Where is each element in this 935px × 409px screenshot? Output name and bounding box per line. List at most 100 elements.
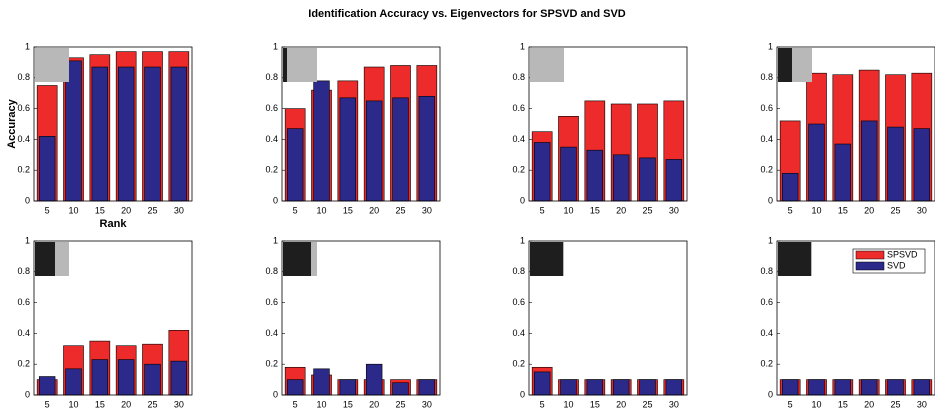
x-tick-label: 20: [616, 205, 626, 215]
x-tick-label: 30: [174, 399, 184, 409]
x-tick-label: 15: [838, 399, 848, 409]
x-tick-label: 15: [343, 205, 353, 215]
figure-title: Identification Accuracy vs. Eigenvectors…: [308, 8, 626, 20]
x-tick-label: 15: [590, 399, 600, 409]
x-tick-label: 25: [890, 205, 900, 215]
bar: [393, 383, 409, 395]
y-tick-label: 0.6: [17, 297, 30, 307]
y-tick-label: 0: [768, 195, 773, 205]
x-tick-label: 10: [316, 399, 326, 409]
x-tick-label: 25: [642, 399, 652, 409]
y-tick-label: 0.4: [265, 328, 278, 338]
y-tick-label: 0.4: [760, 134, 773, 144]
bar: [782, 173, 798, 201]
figure: Identification Accuracy vs. Eigenvectors…: [0, 0, 935, 409]
thumbnail-face: [287, 48, 317, 82]
bar: [613, 380, 629, 395]
y-tick-label: 0.8: [760, 266, 773, 276]
y-tick-label: 0.4: [512, 328, 525, 338]
y-tick-label: 1: [273, 235, 278, 245]
y-tick-label: 0.2: [265, 165, 278, 175]
bar: [534, 142, 550, 201]
bar: [366, 101, 382, 201]
x-tick-label: 5: [540, 205, 545, 215]
x-tick-label: 5: [45, 399, 50, 409]
x-axis-label: Rank: [100, 218, 128, 230]
bar: [914, 129, 930, 201]
y-tick-label: 0.2: [265, 359, 278, 369]
x-tick-label: 30: [917, 205, 927, 215]
x-tick-label: 30: [669, 205, 679, 215]
bar: [835, 144, 851, 201]
bar: [92, 360, 108, 395]
x-tick-label: 25: [147, 399, 157, 409]
y-tick-label: 0: [520, 195, 525, 205]
y-tick-label: 0.2: [760, 359, 773, 369]
x-tick-label: 15: [343, 399, 353, 409]
x-tick-label: 15: [95, 205, 105, 215]
bar: [809, 124, 825, 201]
x-tick-label: 10: [811, 205, 821, 215]
x-tick-label: 20: [369, 399, 379, 409]
bar: [782, 380, 798, 395]
y-tick-label: 1: [25, 41, 30, 51]
bar: [287, 129, 303, 201]
bar: [92, 67, 108, 201]
y-tick-label: 0: [273, 389, 278, 399]
y-tick-label: 0.6: [512, 297, 525, 307]
bar: [118, 360, 134, 395]
y-tick-label: 0: [25, 195, 30, 205]
legend-swatch: [856, 262, 884, 270]
thumbnail-face: [530, 48, 564, 82]
x-tick-label: 10: [68, 399, 78, 409]
bar: [39, 377, 55, 395]
y-tick-label: 0.8: [265, 266, 278, 276]
x-tick-label: 10: [68, 205, 78, 215]
x-tick-label: 10: [811, 399, 821, 409]
bar: [419, 96, 435, 201]
y-tick-label: 0: [768, 389, 773, 399]
bar: [809, 380, 825, 395]
y-tick-label: 0.8: [265, 72, 278, 82]
thumbnail-face: [563, 242, 564, 276]
x-tick-label: 15: [590, 205, 600, 215]
x-tick-label: 5: [45, 205, 50, 215]
bar: [587, 380, 603, 395]
x-tick-label: 20: [616, 399, 626, 409]
x-tick-label: 5: [293, 205, 298, 215]
x-tick-label: 15: [95, 399, 105, 409]
legend-label: SVD: [887, 260, 906, 270]
y-tick-label: 0.2: [512, 165, 525, 175]
bar: [66, 369, 82, 395]
y-tick-label: 0.4: [265, 134, 278, 144]
y-tick-label: 0.6: [760, 297, 773, 307]
y-tick-label: 0: [273, 195, 278, 205]
y-tick-label: 1: [768, 235, 773, 245]
y-tick-label: 0.6: [760, 103, 773, 113]
bar: [835, 380, 851, 395]
x-tick-label: 10: [316, 205, 326, 215]
x-tick-label: 15: [838, 205, 848, 215]
bar: [340, 98, 356, 201]
bar: [419, 380, 435, 395]
thumbnail-face: [35, 48, 69, 82]
y-tick-label: 0.4: [17, 134, 30, 144]
bar: [171, 361, 187, 395]
x-tick-label: 20: [864, 399, 874, 409]
y-tick-label: 0.6: [17, 103, 30, 113]
bar: [340, 380, 356, 395]
x-tick-label: 5: [540, 399, 545, 409]
y-tick-label: 1: [520, 235, 525, 245]
bar: [888, 127, 904, 201]
thumbnail-face: [792, 48, 812, 82]
bar: [39, 136, 55, 201]
bar: [861, 380, 877, 395]
bar: [393, 98, 409, 201]
y-tick-label: 0.8: [17, 266, 30, 276]
legend-swatch: [856, 251, 884, 259]
thumbnail: [778, 242, 812, 276]
y-tick-label: 0.2: [17, 359, 30, 369]
bar: [914, 380, 930, 395]
y-tick-label: 0.8: [512, 266, 525, 276]
bar: [118, 67, 134, 201]
